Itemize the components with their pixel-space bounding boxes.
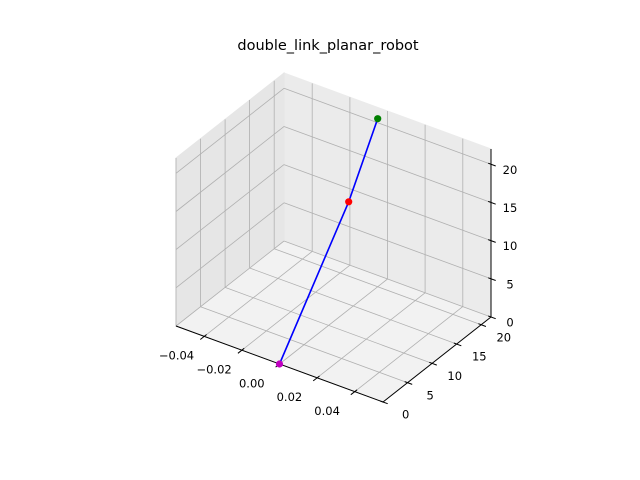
- chart-title: double_link_planar_robot: [237, 38, 419, 54]
- z-tick-mark: [488, 239, 496, 243]
- gridline-z-back: [283, 164, 492, 241]
- x-tick-label: −0.02: [196, 363, 231, 377]
- x-tick-label: 0.02: [277, 390, 303, 404]
- y-tick-mark: [404, 381, 413, 385]
- x-tick-mark: [350, 389, 358, 396]
- gridline-x-floor: [279, 278, 388, 365]
- x-tick-label: 0.04: [314, 404, 340, 418]
- y-axis-line: [382, 316, 492, 403]
- gridline-y-floor: [200, 306, 408, 384]
- z-tick-label: 0: [506, 316, 513, 330]
- markers-layer: [275, 115, 382, 368]
- gridline-z-back: [283, 240, 492, 318]
- z-tick-mark: [488, 162, 496, 167]
- y-tick-mark: [478, 323, 487, 327]
- y-tick-label: 15: [472, 350, 487, 364]
- z-tick-label: 15: [503, 201, 518, 215]
- gridline-z-side: [175, 87, 285, 174]
- gridline-x-floor: [203, 251, 313, 337]
- marker-base: [275, 360, 284, 368]
- z-tick-mark: [488, 277, 496, 281]
- x-tick-label: −0.04: [159, 349, 194, 363]
- gridline-x-floor: [241, 264, 351, 351]
- y-tick-label: 10: [447, 369, 462, 383]
- tick-marks: [199, 162, 496, 405]
- y-tick-mark: [453, 342, 462, 347]
- gridline-z-back: [283, 87, 492, 165]
- y-tick-label: 5: [427, 388, 434, 402]
- gridline-z-side: [175, 202, 285, 289]
- marker-end-effector: [374, 115, 382, 123]
- gridline-z-side: [175, 240, 285, 327]
- z-tick-label: 20: [503, 163, 518, 177]
- gridline-y-floor: [274, 248, 482, 326]
- y-tick-label: 20: [496, 330, 511, 344]
- y-tick-mark: [380, 400, 388, 405]
- gridline-z-side: [175, 164, 285, 250]
- marker-elbow: [345, 198, 353, 206]
- x-tick-mark: [199, 334, 207, 340]
- z-tick-label: 5: [506, 277, 513, 291]
- gridline-x-floor: [354, 306, 464, 392]
- x-tick-mark: [237, 347, 245, 354]
- x-tick-label: 0.00: [239, 376, 265, 390]
- gridline-z-back: [283, 202, 492, 280]
- gridline-x-floor: [316, 292, 426, 379]
- y-tick-label: 0: [402, 408, 409, 422]
- z-tick-label: 10: [503, 239, 518, 253]
- x-tick-mark: [312, 375, 320, 382]
- gridline-y-floor: [224, 287, 433, 364]
- z-tick-mark: [488, 200, 496, 205]
- gridline-z-back: [283, 126, 492, 203]
- z-tick-mark: [488, 315, 496, 320]
- gridline-y-floor: [249, 267, 457, 345]
- gridline-z-side: [175, 126, 285, 212]
- y-tick-mark: [429, 361, 437, 366]
